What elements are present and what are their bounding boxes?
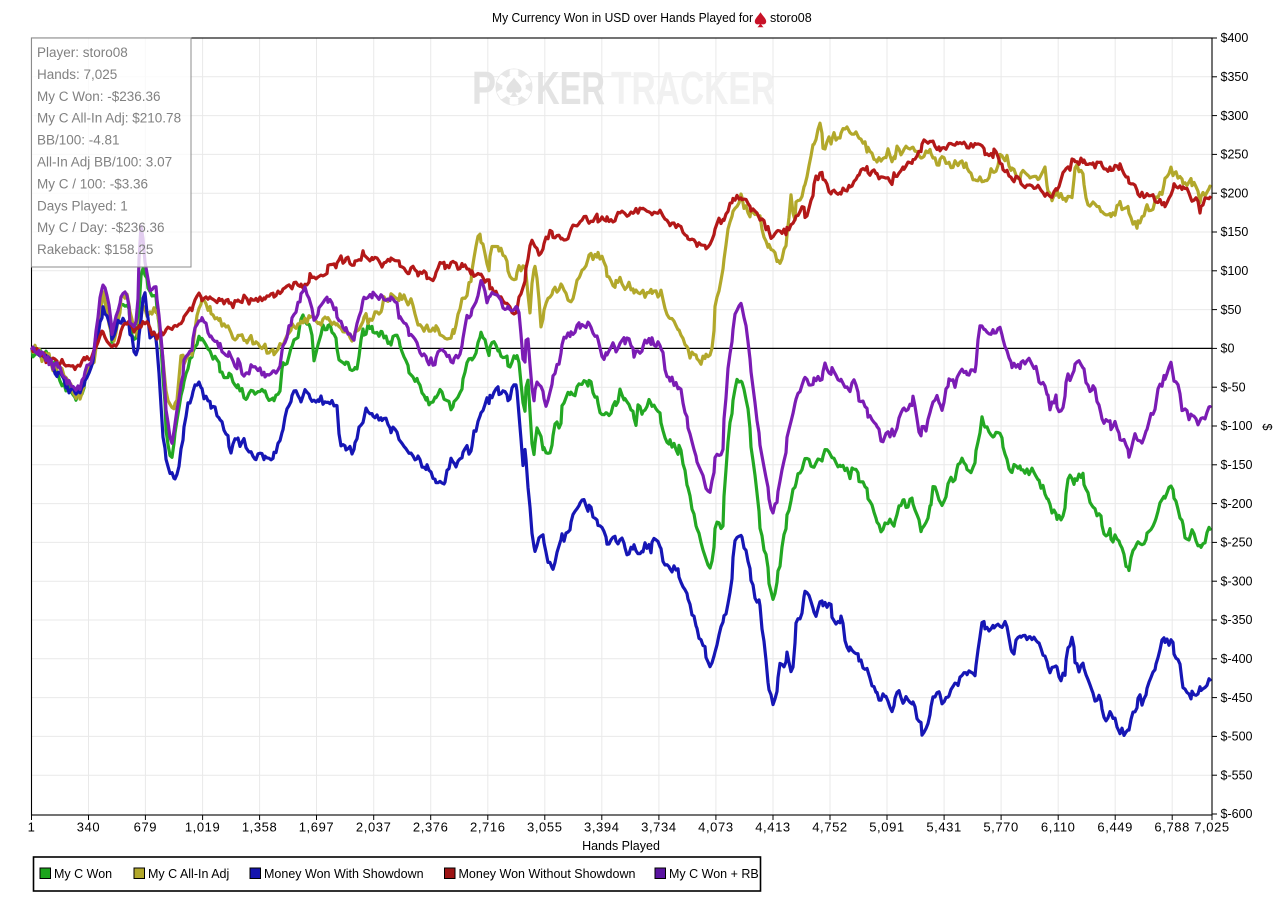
svg-text:$-250: $-250: [1221, 536, 1253, 550]
svg-text:1,358: 1,358: [242, 820, 278, 835]
svg-text:My C All-In Adj: $210.78: My C All-In Adj: $210.78: [37, 111, 181, 126]
svg-text:My C Won: -$236.36: My C Won: -$236.36: [37, 89, 161, 104]
svg-text:$-300: $-300: [1221, 574, 1253, 588]
svg-text:Hands Played: Hands Played: [582, 839, 660, 853]
svg-text:My Currency Won in USD over Ha: My Currency Won in USD over Hands Played…: [492, 11, 753, 25]
svg-text:2,716: 2,716: [470, 820, 506, 835]
svg-text:storo08: storo08: [770, 11, 812, 25]
svg-text:TRACKER: TRACKER: [611, 62, 775, 114]
svg-text:1,697: 1,697: [299, 820, 335, 835]
svg-text:Days Played: 1: Days Played: 1: [37, 198, 128, 213]
svg-text:$-550: $-550: [1221, 768, 1253, 782]
svg-text:$-400: $-400: [1221, 652, 1253, 666]
svg-text:$50: $50: [1221, 303, 1242, 317]
svg-text:Money Won Without Showdown: Money Won Without Showdown: [459, 867, 636, 881]
svg-text:$-150: $-150: [1221, 458, 1253, 472]
svg-text:679: 679: [134, 820, 158, 835]
svg-text:3,394: 3,394: [584, 820, 620, 835]
svg-text:My C Won + RB: My C Won + RB: [669, 867, 759, 881]
svg-text:6,788: 6,788: [1154, 820, 1190, 835]
svg-text:1,019: 1,019: [185, 820, 221, 835]
svg-text:$: $: [1260, 424, 1274, 431]
svg-text:$300: $300: [1221, 109, 1249, 123]
svg-text:3,055: 3,055: [527, 820, 563, 835]
svg-text:$-450: $-450: [1221, 691, 1253, 705]
svg-text:$250: $250: [1221, 148, 1249, 162]
svg-text:$350: $350: [1221, 70, 1249, 84]
svg-text:Money Won With Showdown: Money Won With Showdown: [264, 867, 424, 881]
svg-text:3,734: 3,734: [641, 820, 677, 835]
svg-text:4,073: 4,073: [698, 820, 734, 835]
svg-text:1: 1: [28, 820, 36, 835]
svg-text:$-100: $-100: [1221, 419, 1253, 433]
svg-text:P: P: [472, 62, 496, 114]
svg-text:My C / 100: -$3.36: My C / 100: -$3.36: [37, 176, 148, 191]
svg-text:$-200: $-200: [1221, 497, 1253, 511]
svg-text:$-500: $-500: [1221, 730, 1253, 744]
svg-text:4,413: 4,413: [755, 820, 791, 835]
svg-text:$-600: $-600: [1221, 807, 1253, 821]
svg-text:5,091: 5,091: [869, 820, 905, 835]
svg-text:7,025: 7,025: [1194, 820, 1230, 835]
svg-text:Player: storo08: Player: storo08: [37, 45, 128, 60]
svg-text:BB/100: -4.81: BB/100: -4.81: [37, 133, 120, 148]
svg-text:All-In Adj BB/100: 3.07: All-In Adj BB/100: 3.07: [37, 155, 172, 170]
svg-text:Rakeback: $158.25: Rakeback: $158.25: [37, 242, 153, 257]
svg-text:2,037: 2,037: [356, 820, 392, 835]
svg-text:$100: $100: [1221, 264, 1249, 278]
svg-text:Hands: 7,025: Hands: 7,025: [37, 67, 117, 82]
svg-text:4,752: 4,752: [812, 820, 848, 835]
svg-text:$400: $400: [1221, 31, 1249, 45]
svg-text:My C Won: My C Won: [54, 867, 112, 881]
svg-text:KER: KER: [536, 62, 605, 114]
svg-text:$0: $0: [1221, 342, 1235, 356]
svg-text:My C / Day: -$236.36: My C / Day: -$236.36: [37, 220, 165, 235]
svg-text:$-350: $-350: [1221, 613, 1253, 627]
svg-text:5,431: 5,431: [926, 820, 962, 835]
svg-text:6,449: 6,449: [1097, 820, 1133, 835]
svg-text:6,110: 6,110: [1041, 820, 1076, 835]
svg-text:5,770: 5,770: [983, 820, 1019, 835]
svg-text:$-50: $-50: [1221, 380, 1246, 394]
svg-text:My C All-In Adj: My C All-In Adj: [148, 867, 229, 881]
svg-text:340: 340: [77, 820, 101, 835]
svg-text:$200: $200: [1221, 186, 1249, 200]
svg-text:2,376: 2,376: [413, 820, 449, 835]
svg-text:$150: $150: [1221, 225, 1249, 239]
